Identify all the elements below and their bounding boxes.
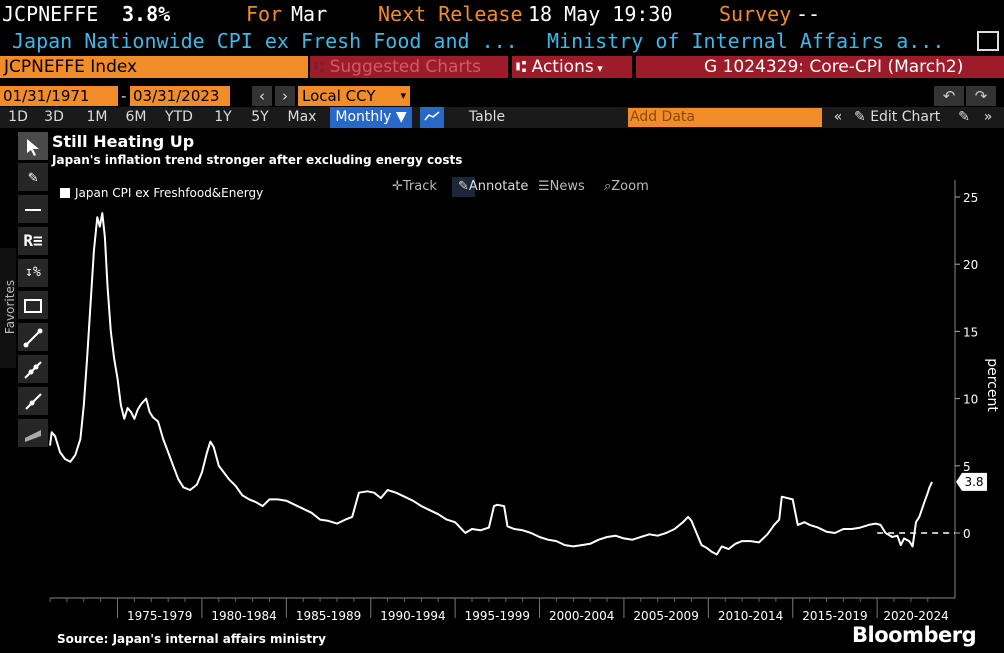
x-tick-label: 2015-2019 [802,609,867,623]
undo-icon[interactable]: ↶ [934,86,964,106]
last-value: 3.8% [122,2,171,26]
security-description: Japan Nationwide CPI ex Fresh Food and .… [0,28,1004,54]
x-tick-label: 2000-2004 [549,609,614,623]
security-name[interactable]: Japan Nationwide CPI ex Fresh Food and .… [12,29,518,53]
x-tick-label: 1980-1984 [211,609,276,623]
period-1m[interactable]: 1M [86,109,108,125]
x-tick-label: 2020-2024 [883,609,948,623]
y-axis-label: percent [984,358,1000,412]
actions-icon: ⑆ [516,57,532,77]
period-bar: 1D 3D 1M 6M YTD 1Y 5Y Max Monthly ▼ Tabl… [0,107,1004,128]
segment-icon[interactable] [18,355,48,383]
popout-icon[interactable] [977,31,999,51]
line-chart-icon[interactable] [420,107,444,128]
frequency-select[interactable]: Monthly ▼ [330,107,412,128]
channel-icon[interactable] [18,419,48,447]
series-line [49,212,933,556]
rectangle-icon[interactable] [18,291,48,319]
cursor-icon[interactable] [18,132,48,160]
period-ytd[interactable]: YTD [165,109,193,125]
y-tick-label: 10 [963,393,978,407]
currency-select[interactable]: Local CCY ▾ [298,86,410,106]
source-note: Source: Japan's internal affairs ministr… [57,632,326,646]
start-date-input[interactable]: 01/31/1971 [0,86,118,106]
x-tick-label: 1985-1989 [296,609,361,623]
table-button[interactable]: Table [468,109,506,125]
x-tick-label: 2005-2009 [633,609,698,623]
horizontal-line-icon[interactable] [18,195,48,223]
chart-subtitle: Japan's inflation trend stronger after e… [52,153,463,167]
legend[interactable]: Japan CPI ex Freshfood&Energy [60,186,263,200]
regression-icon[interactable]: R≡ [18,227,48,255]
draw-pencil-icon[interactable]: ✎ [18,163,48,191]
period-1y[interactable]: 1Y [214,109,232,125]
period-5y[interactable]: 5Y [251,109,269,125]
favorites-tab[interactable]: Favorites [0,248,17,368]
add-data-input[interactable]: Add Data [628,108,822,127]
edit-chart-button[interactable]: ✎ Edit Chart [854,109,941,125]
survey-label: Survey [719,2,792,26]
x-tick-label: 1975-1979 [127,609,192,623]
for-value: Mar [291,2,328,26]
security-bar: JCPNEFFE Index ⑆ Suggested Charts ⑆ Acti… [0,56,1004,78]
collapse-icon[interactable]: « [833,109,843,125]
ticker[interactable]: JCPNEFFE [2,2,99,26]
next-release-value: 18 May 19:30 [528,2,673,26]
bloomberg-logo: Bloomberg [852,623,977,647]
survey-value: -- [796,2,821,26]
expand-icon[interactable]: » [983,109,993,125]
next-arrow-icon[interactable]: › [275,86,295,106]
index-field[interactable]: JCPNEFFE Index [0,56,308,78]
redo-icon[interactable]: ↷ [966,86,996,106]
chart-title: Still Heating Up [52,132,195,151]
legend-swatch [60,188,70,198]
x-tick-label: 2010-2014 [718,609,783,623]
y-tick-label: 25 [963,191,978,205]
period-3d[interactable]: 3D [44,109,64,125]
y-tick-label: 5 [963,460,971,474]
y-tick-label: 20 [963,258,978,272]
zoom-button[interactable]: ⌕ Zoom [604,179,649,194]
percent-change-icon[interactable]: ↧% [18,259,48,287]
range-dash: - [121,87,127,105]
ray-icon[interactable] [18,387,48,415]
x-tick-label: 1995-1999 [465,609,530,623]
pencil-icon: ✎ [854,109,871,125]
actions-menu[interactable]: ⑆ Actions ▾ [512,56,632,78]
y-tick-label: 0 [963,527,971,541]
edit-icon[interactable]: ✎ [958,109,970,125]
next-release-label: Next Release [378,2,523,26]
for-label: For [246,2,283,26]
y-tick-label: 15 [963,325,978,339]
source-name[interactable]: Ministry of Internal Affairs a... [547,29,945,53]
news-button[interactable]: ☰ News [538,179,585,194]
legend-label: Japan CPI ex Freshfood&Energy [75,186,264,200]
last-value-label: 3.8 [964,475,983,489]
end-date-input[interactable]: 03/31/2023 [130,86,230,106]
period-max[interactable]: Max [287,109,317,125]
trendline-icon[interactable] [18,323,48,351]
track-button[interactable]: ✛ Track [392,179,437,194]
last-value-badge [956,472,987,491]
x-tick-label: 1990-1994 [380,609,445,623]
quote-header: JCPNEFFE 3.8% For Mar Next Release 18 Ma… [0,0,1004,28]
period-6m[interactable]: 6M [125,109,147,125]
chart-id-title[interactable]: G 1024329: Core-CPI (March2) [636,56,1004,78]
period-1d[interactable]: 1D [8,109,28,125]
prev-arrow-icon[interactable]: ‹ [252,86,272,106]
suggested-charts-button[interactable]: ⑆ Suggested Charts [310,56,508,78]
range-bar: 01/31/1971 - 03/31/2023 ‹ › Local CCY ▾ ↶… [0,86,1004,106]
annotate-button[interactable]: ✎ Annotate [452,177,528,197]
